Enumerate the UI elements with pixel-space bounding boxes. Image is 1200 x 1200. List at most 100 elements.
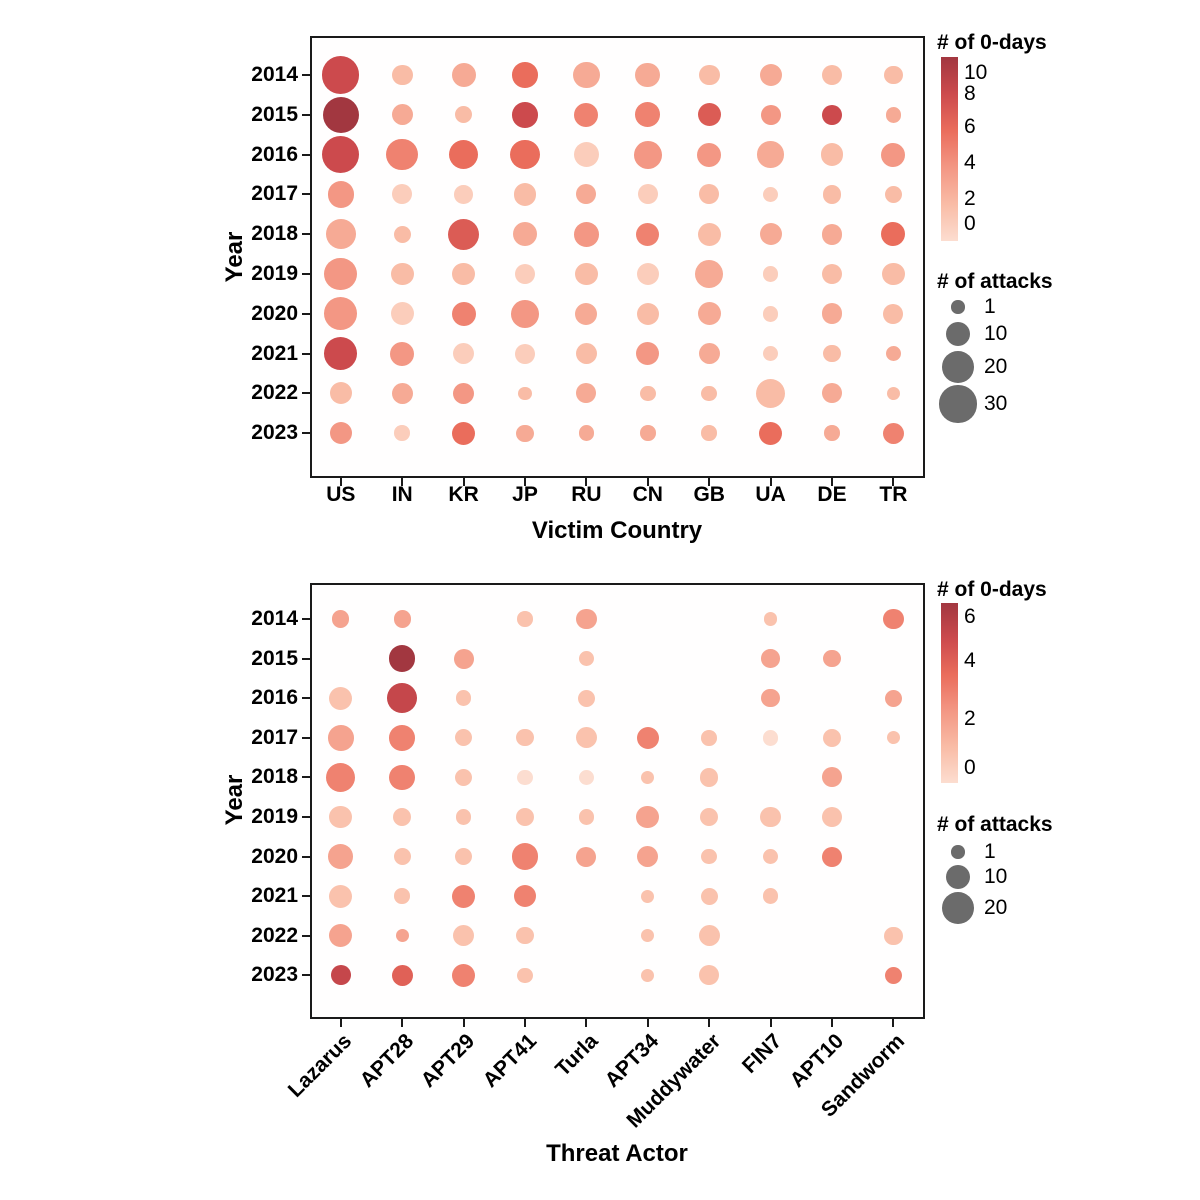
x-tick-label-Sandworm: Sandworm bbox=[817, 1029, 910, 1122]
x-tick-label-DE: DE bbox=[817, 483, 847, 506]
size-legend-circle-20 bbox=[942, 351, 974, 383]
x-tick-JP bbox=[524, 478, 526, 486]
color-legend-tick-10: 10 bbox=[964, 61, 988, 84]
y-tick-2021 bbox=[302, 352, 310, 355]
x-tick-label-Lazarus: Lazarus bbox=[284, 1029, 357, 1102]
x-tick-FIN7 bbox=[769, 1019, 772, 1027]
x-tick-KR bbox=[462, 478, 465, 486]
bottom-color-legend-bar bbox=[941, 603, 958, 783]
x-tick-DE bbox=[831, 478, 833, 486]
x-tick-Turla bbox=[585, 1019, 588, 1027]
x-tick-label-APT28: APT28 bbox=[355, 1029, 418, 1092]
y-tick-label-2021: 2021 bbox=[251, 341, 298, 365]
size-legend-circle-30 bbox=[939, 385, 977, 423]
y-tick-label-2023: 2023 bbox=[251, 421, 298, 445]
bottom-color-legend-title: # of 0-days bbox=[937, 578, 1047, 601]
bottom-y-axis-title: Year bbox=[221, 774, 248, 826]
x-tick-label-Turla: Turla bbox=[550, 1029, 603, 1081]
x-tick-label-UA: UA bbox=[755, 483, 786, 506]
y-tick-2016 bbox=[302, 697, 310, 700]
y-tick-2018 bbox=[302, 233, 310, 236]
victim-country-plot-box bbox=[310, 36, 925, 478]
size-legend-label-10: 10 bbox=[984, 322, 1008, 345]
y-tick-2016 bbox=[302, 153, 310, 156]
y-tick-label-2022: 2022 bbox=[251, 381, 298, 405]
color-legend-tick-6: 6 bbox=[964, 605, 976, 629]
size-legend-label-10: 10 bbox=[984, 865, 1008, 888]
size-legend-label-20: 20 bbox=[984, 896, 1008, 919]
size-legend-circle-20 bbox=[942, 892, 974, 924]
y-tick-2019 bbox=[302, 273, 310, 275]
y-tick-2023 bbox=[302, 432, 310, 435]
size-legend-circle-10 bbox=[945, 321, 971, 347]
size-legend-label-1: 1 bbox=[984, 840, 996, 863]
y-tick-label-2022: 2022 bbox=[251, 923, 298, 947]
x-tick-label-GB: GB bbox=[693, 483, 725, 506]
color-legend-tick-4: 4 bbox=[964, 150, 976, 174]
x-tick-US bbox=[339, 478, 342, 486]
color-legend-tick-2: 2 bbox=[964, 186, 976, 210]
y-tick-label-2016: 2016 bbox=[251, 142, 298, 166]
color-legend-tick-8: 8 bbox=[964, 82, 976, 106]
x-tick-label-KR: KR bbox=[448, 483, 479, 506]
color-legend-tick-6: 6 bbox=[964, 115, 976, 139]
y-tick-2018 bbox=[302, 776, 310, 779]
x-tick-APT34 bbox=[646, 1019, 649, 1027]
x-tick-label-APT10: APT10 bbox=[785, 1029, 848, 1092]
top-size-legend-title: # of attacks bbox=[937, 270, 1053, 293]
x-tick-TR bbox=[892, 478, 895, 486]
x-tick-CN bbox=[646, 478, 649, 486]
y-tick-label-2015: 2015 bbox=[251, 646, 298, 670]
y-tick-2017 bbox=[302, 193, 310, 196]
x-tick-label-APT29: APT29 bbox=[416, 1029, 480, 1092]
x-tick-APT10 bbox=[831, 1019, 833, 1027]
x-tick-UA bbox=[769, 478, 772, 486]
x-tick-label-RU: RU bbox=[571, 483, 602, 506]
y-tick-2019 bbox=[302, 816, 310, 818]
x-tick-Muddywater bbox=[708, 1019, 711, 1027]
x-tick-label-FIN7: FIN7 bbox=[737, 1029, 787, 1078]
color-legend-tick-2: 2 bbox=[964, 706, 976, 730]
x-tick-Sandworm bbox=[892, 1019, 895, 1027]
bottom-size-legend-title: # of attacks bbox=[937, 813, 1053, 836]
x-tick-APT29 bbox=[462, 1019, 465, 1027]
size-legend-circle-10 bbox=[945, 864, 971, 890]
x-tick-label-IN: IN bbox=[391, 483, 413, 506]
y-tick-label-2014: 2014 bbox=[251, 63, 298, 86]
x-tick-label-CN: CN bbox=[632, 483, 663, 506]
x-tick-APT28 bbox=[401, 1019, 404, 1027]
y-tick-2015 bbox=[302, 113, 310, 116]
x-tick-label-Muddywater: Muddywater bbox=[622, 1029, 725, 1133]
y-tick-2020 bbox=[302, 855, 310, 858]
x-tick-label-US: US bbox=[326, 483, 356, 506]
color-legend-tick-4: 4 bbox=[964, 648, 976, 672]
size-legend-label-20: 20 bbox=[984, 355, 1008, 378]
y-tick-label-2015: 2015 bbox=[251, 102, 298, 126]
size-legend-label-1: 1 bbox=[984, 295, 996, 318]
size-legend-label-30: 30 bbox=[984, 392, 1008, 415]
top-x-axis-title: Victim Country bbox=[531, 517, 703, 544]
y-tick-2021 bbox=[302, 895, 310, 898]
x-tick-Lazarus bbox=[339, 1019, 342, 1027]
x-tick-label-APT34: APT34 bbox=[601, 1029, 664, 1092]
color-legend-tick-0: 0 bbox=[964, 211, 976, 235]
top-color-legend-bar bbox=[941, 57, 958, 241]
y-tick-2022 bbox=[302, 934, 310, 937]
y-tick-label-2021: 2021 bbox=[251, 884, 298, 908]
x-tick-IN bbox=[401, 478, 404, 486]
size-legend-circle-1 bbox=[951, 300, 965, 314]
y-tick-2017 bbox=[302, 736, 310, 739]
threat-actor-plot-box bbox=[310, 583, 925, 1019]
y-tick-2020 bbox=[302, 312, 310, 315]
y-tick-label-2016: 2016 bbox=[251, 686, 298, 710]
x-tick-label-TR: TR bbox=[879, 483, 908, 506]
y-tick-label-2014: 2014 bbox=[251, 607, 298, 630]
y-tick-2014 bbox=[302, 74, 310, 76]
color-legend-tick-0: 0 bbox=[964, 756, 976, 780]
size-legend-circle-1 bbox=[951, 845, 965, 859]
top-color-legend-title: # of 0-days bbox=[937, 31, 1047, 54]
x-tick-APT41 bbox=[524, 1019, 526, 1027]
y-tick-2015 bbox=[302, 657, 310, 660]
x-tick-label-APT41: APT41 bbox=[478, 1029, 541, 1092]
